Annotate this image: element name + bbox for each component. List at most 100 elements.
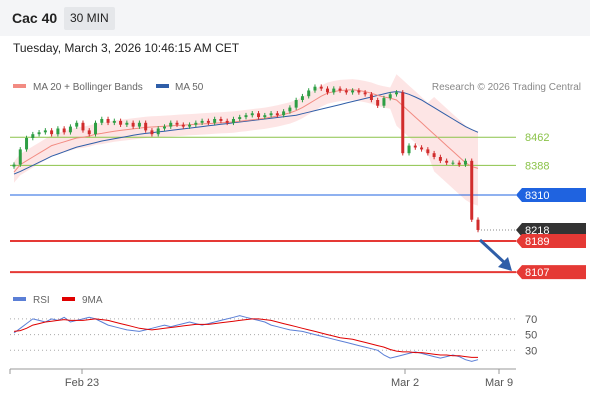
legend-label-ma20: MA 20 + Bollinger Bands — [33, 82, 143, 93]
candle-body — [269, 113, 273, 116]
candle-body — [407, 145, 411, 154]
candle-body — [338, 88, 342, 91]
candle-body — [12, 164, 16, 167]
level-label-8189: 8189 — [525, 236, 549, 248]
candle-body — [18, 149, 22, 165]
candle-body — [31, 134, 35, 138]
symbol-title: Cac 40 — [12, 10, 58, 26]
level-label-8462: 8462 — [525, 132, 549, 144]
candle-body — [294, 100, 298, 108]
candle-body — [162, 126, 166, 129]
candle-body — [175, 122, 179, 125]
candle-body — [344, 90, 348, 93]
candle-body — [369, 94, 373, 100]
candle-body — [376, 100, 380, 106]
candle-body — [363, 92, 367, 95]
candle-body — [188, 124, 192, 127]
candle-body — [200, 120, 204, 123]
candle-body — [326, 88, 330, 93]
candle-body — [313, 86, 317, 91]
level-label-8310: 8310 — [525, 190, 549, 202]
x-axis-ticks: Feb 23 Mar 2 Mar 9 — [9, 369, 513, 389]
candle-body — [250, 113, 254, 116]
candle-body — [50, 130, 54, 135]
candle-body — [463, 160, 467, 165]
candle-body — [438, 157, 442, 161]
candle-body — [300, 96, 304, 100]
candle-body — [394, 92, 398, 95]
candle-body — [401, 92, 405, 154]
timeframe-button[interactable]: 30 MIN — [64, 7, 115, 30]
candle-body — [106, 119, 110, 123]
legend-label-rsi: RSI — [33, 295, 50, 306]
candle-body — [319, 86, 323, 89]
level-label-8218: 8218 — [525, 225, 549, 237]
candle-body — [62, 128, 66, 133]
ma50-line — [13, 91, 479, 175]
candle-body — [56, 128, 60, 135]
candle-body — [87, 130, 91, 135]
candle-body — [351, 90, 355, 93]
candle-body — [125, 122, 129, 125]
candle-body — [94, 122, 98, 135]
candle-body — [219, 119, 223, 121]
legend-swatch-ma20 — [13, 84, 26, 88]
candle-body — [420, 147, 424, 150]
legend-label-9ma: 9MA — [82, 295, 103, 306]
price-plot — [10, 74, 516, 274]
candle-body — [43, 130, 47, 133]
candle-body — [137, 122, 141, 127]
x-tick-label: Mar 2 — [391, 377, 419, 389]
candle-body — [112, 120, 116, 123]
candle-body — [231, 119, 235, 123]
rsi-plot: 70 50 30 — [10, 314, 537, 362]
candle-body — [288, 107, 292, 112]
legend-label-ma50: MA 50 — [175, 82, 204, 93]
candle-body — [194, 122, 198, 125]
candle-body — [413, 145, 417, 148]
rsi-series-rsi — [13, 315, 479, 362]
candle-body — [169, 122, 173, 127]
legend-swatch-rsi — [13, 297, 26, 301]
chart-datetime: Tuesday, March 3, 2026 10:46:15 AM CET — [13, 41, 240, 55]
rsi-tick-70: 70 — [525, 314, 537, 326]
candle-body — [37, 132, 41, 135]
level-tag-8218 — [516, 222, 586, 237]
candle-body — [307, 90, 311, 97]
candle-body — [181, 124, 185, 127]
candle-body — [225, 120, 229, 123]
chart-header: Cac 40 30 MIN — [0, 0, 590, 36]
candle-body — [445, 160, 449, 163]
candle-body — [263, 115, 267, 118]
level-label-8107: 8107 — [525, 267, 549, 279]
candle-body — [206, 120, 210, 123]
candle-body — [81, 122, 85, 131]
candle-body — [357, 90, 361, 93]
level-tag-8107 — [516, 265, 586, 280]
candle-body — [282, 111, 286, 116]
candle-body — [451, 162, 455, 164]
candle-body — [332, 88, 336, 93]
forecast-arrow-icon — [478, 238, 512, 271]
candle-body — [470, 160, 474, 220]
candle-body — [75, 122, 79, 127]
candle-body — [25, 138, 29, 150]
ma20-line — [13, 89, 479, 173]
candle-body — [244, 115, 248, 118]
candle-body — [426, 149, 430, 154]
candle-body — [119, 120, 123, 125]
x-tick-label: Feb 23 — [65, 377, 99, 389]
candle-body — [257, 113, 261, 118]
level-label-8388: 8388 — [525, 160, 549, 172]
legend-swatch-9ma — [62, 297, 75, 301]
candle-body — [388, 94, 392, 99]
legend-swatch-ma50 — [156, 84, 169, 88]
candle-body — [457, 162, 461, 165]
candle-body — [150, 130, 154, 135]
candle-body — [432, 153, 436, 157]
rsi-series-9ma — [13, 318, 478, 358]
candle-body — [144, 122, 148, 131]
